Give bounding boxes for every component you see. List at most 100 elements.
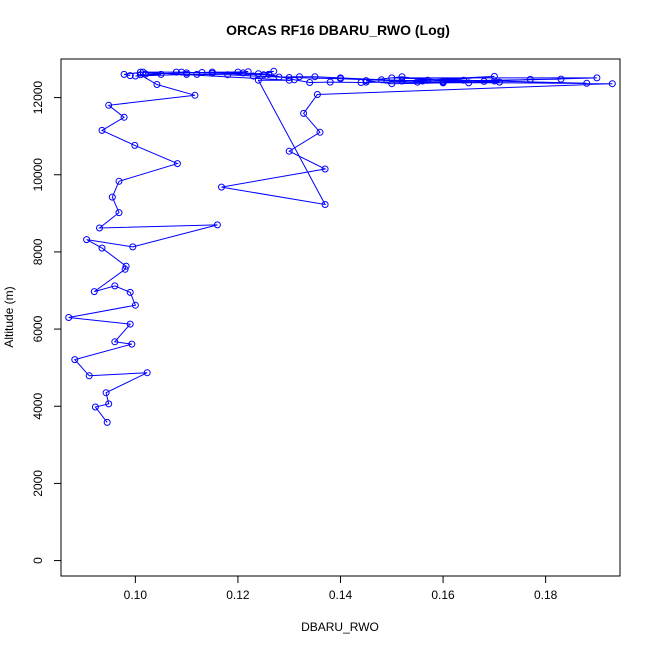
y-tick-label: 6000 [31,315,45,342]
x-tick-label: 0.16 [431,588,455,602]
data-point [191,91,199,99]
data-point [173,160,181,168]
data-point [120,113,128,121]
data-point [143,369,151,377]
x-tick-label: 0.18 [534,588,558,602]
data-point [103,418,111,426]
data-point [526,75,534,83]
data-point [157,70,165,78]
data-point [224,71,232,79]
data-point [239,69,247,77]
data-point [490,72,498,80]
data-point [85,372,93,380]
data-point [129,243,137,251]
data-point [316,128,324,136]
data-point [424,76,432,84]
y-tick-label: 4000 [31,393,45,420]
data-point [98,126,106,134]
data-point [290,76,298,84]
data-point [583,79,591,87]
data-point [244,68,252,76]
y-axis: 0 2000 4000 6000 8000 10000 12000 [31,81,61,564]
data-point [260,71,268,79]
data-point [83,236,91,244]
data-point [285,76,293,84]
data-point [270,67,278,75]
data-point [131,141,139,149]
data-point [121,265,129,273]
data-point [388,80,396,88]
data-point [378,76,385,84]
data-point [275,73,283,81]
data-point [398,73,406,81]
x-axis: 0.10 0.12 0.14 0.16 0.18 [124,576,558,602]
data-point [102,389,110,397]
data-point [126,72,134,80]
data-point [326,78,334,86]
y-axis-label: Altitude (m) [2,286,16,347]
data-point [172,68,180,76]
data-point [153,81,161,88]
data-point [306,79,314,86]
data-point [398,77,406,85]
data-point [285,147,293,155]
data-point [139,68,147,76]
data-point [198,69,206,76]
data-point [122,262,130,270]
data-point [90,288,98,296]
data-point [311,73,319,81]
data-point [439,79,447,87]
data-point [111,282,119,290]
data-point [480,77,488,85]
data-point [254,70,262,78]
data-point [465,79,473,87]
y-tick-label: 10000 [31,158,45,192]
data-point [265,70,273,78]
data-point [608,80,616,88]
data-point [183,69,191,77]
data-point [313,91,321,98]
data-point [96,224,103,232]
data-point [98,244,106,252]
data-point [131,301,139,309]
series-line [68,70,613,423]
data-point [105,101,113,109]
data-point [213,221,221,229]
chart-title: ORCAS RF16 DBARU_RWO (Log) [226,22,450,38]
y-tick-label: 8000 [31,238,45,265]
data-point [126,320,134,328]
data-point [357,79,365,86]
data-point [65,314,73,321]
data-point [71,356,79,364]
x-tick-label: 0.14 [329,588,353,602]
data-point [337,74,344,82]
data-point [296,73,303,81]
x-tick-label: 0.10 [124,588,148,602]
data-point [218,183,225,191]
x-axis-label: DBARU_RWO [301,620,379,634]
data-point [131,72,139,80]
data-point [321,165,329,173]
x-tick-label: 0.12 [226,588,250,602]
data-point [208,69,216,77]
data-point [490,77,498,85]
data-point [91,403,99,411]
data-point [413,78,421,86]
y-tick-label: 12000 [31,81,45,115]
data-point [115,209,123,217]
data-point [496,78,503,86]
y-tick-label: 2000 [31,470,45,497]
data-point [419,77,427,85]
data-point [126,288,134,296]
data-point [115,177,123,185]
data-point [128,340,136,348]
data-point [178,68,185,76]
data-point [105,400,113,408]
data-point [557,75,565,83]
data-point [108,193,116,201]
plot-area [65,67,616,426]
y-tick-label: 0 [31,557,45,564]
data-point [111,338,119,346]
plot-frame [60,58,621,577]
